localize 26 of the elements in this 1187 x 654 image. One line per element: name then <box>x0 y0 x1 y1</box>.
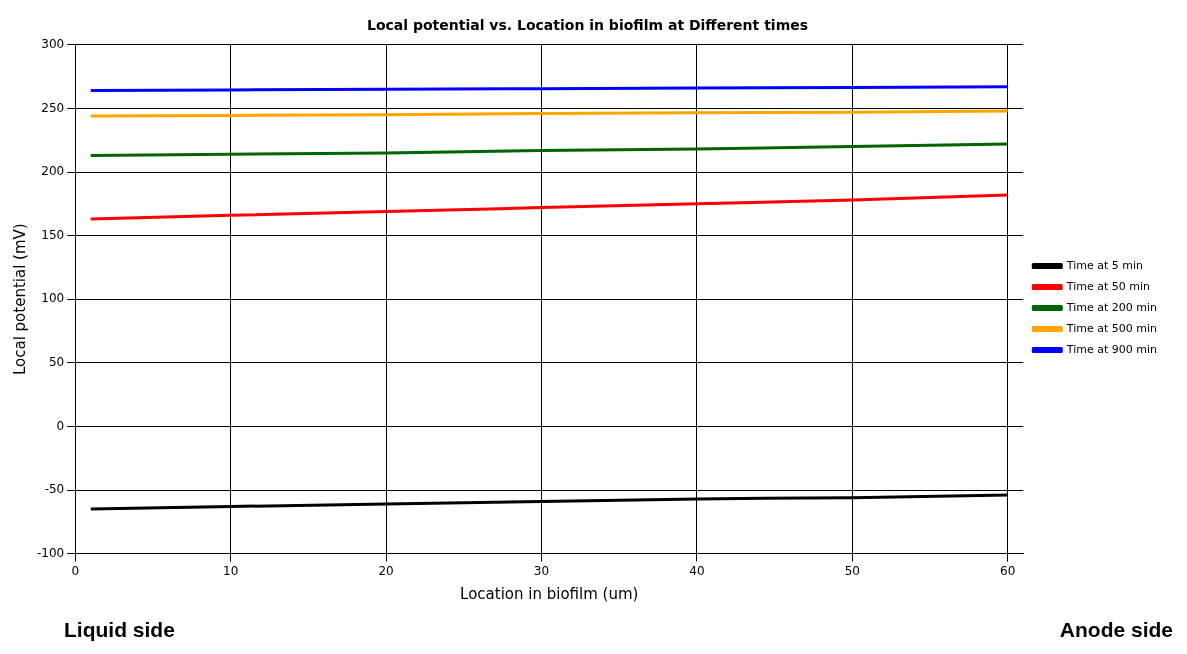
y-tick-label: 250 <box>41 100 65 115</box>
x-tick-label: 20 <box>378 563 394 578</box>
legend-label: Time at 900 min <box>1065 342 1158 356</box>
text: Anode side <box>1059 618 1173 642</box>
y-tick-label: -100 <box>37 545 65 560</box>
y-tick-label: -50 <box>44 482 65 497</box>
legend-label: Time at 50 min <box>1065 279 1151 293</box>
x-tick-label: 0 <box>71 563 80 578</box>
y-tick-label: 0 <box>56 418 65 433</box>
legend-label: Time at 500 min <box>1065 321 1158 335</box>
y-tick-label: 200 <box>41 164 65 179</box>
chart-title: Local potential vs. Location in biofilm at Different times <box>366 17 809 34</box>
x-tick-label: 50 <box>844 563 860 578</box>
x-tick-label: 40 <box>689 563 705 578</box>
y-axis-title: Local potential (mV) <box>10 223 29 376</box>
x-tick-label: 10 <box>223 563 239 578</box>
text: Liquid side <box>64 618 175 642</box>
x-axis-title: Location in biofilm (um) <box>460 584 639 603</box>
y-tick-label: 50 <box>48 354 65 369</box>
y-tick-label: 100 <box>41 291 65 306</box>
legend-label: Time at 5 min <box>1065 258 1144 272</box>
x-tick-label: 60 <box>1000 563 1016 578</box>
legend-label: Time at 200 min <box>1065 300 1158 314</box>
x-tick-label: 30 <box>533 563 550 578</box>
y-tick-label: 150 <box>41 227 65 242</box>
y-tick-label: 300 <box>41 36 65 51</box>
